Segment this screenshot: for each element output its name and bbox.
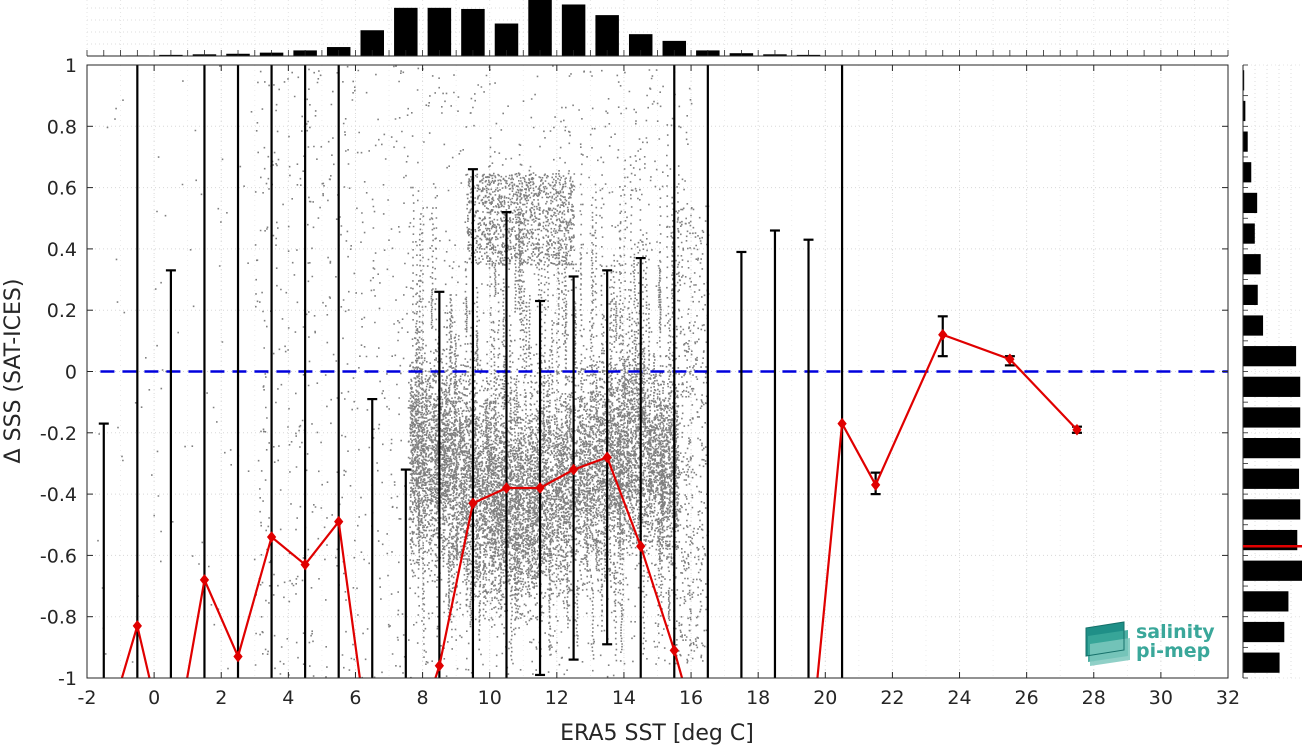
y-tick-label: 0.8 — [47, 116, 77, 138]
x-hist-bar — [662, 40, 687, 56]
y-hist-bar — [1243, 376, 1301, 397]
y-hist-bar — [1243, 315, 1264, 336]
mean-points — [100, 328, 1082, 744]
y-hist-bar — [1243, 254, 1261, 275]
y-hist-bar — [1243, 591, 1289, 612]
mean-point — [837, 417, 847, 430]
y-tick-label: -0.6 — [40, 545, 77, 567]
y-histogram-ticks — [1243, 64, 1248, 679]
y-hist-bar — [1243, 438, 1301, 459]
y-hist-bar — [1243, 162, 1252, 183]
x-tick-label: 8 — [417, 687, 429, 709]
y-tick-label: -1 — [58, 668, 77, 690]
mean-point — [636, 540, 646, 553]
y-hist-bar — [1243, 284, 1258, 305]
x-hist-bar — [360, 30, 384, 56]
x-tick-label: 2 — [215, 687, 227, 709]
x-histogram-ticks — [86, 50, 1229, 56]
mean-point — [300, 558, 310, 571]
x-histogram-bars — [125, 0, 821, 57]
y-hist-bar — [1243, 192, 1258, 214]
x-tick-label: 6 — [349, 687, 361, 709]
mean-point — [568, 463, 579, 476]
x-tick-label: 12 — [545, 687, 569, 709]
x-axis: -2 0 2 4 6 8 10 12 14 16 18 20 22 24 26 28 30 32 — [78, 65, 1240, 709]
mean-point — [669, 644, 679, 657]
x-histogram-grid — [86, 0, 1229, 57]
x-hist-bar — [461, 8, 485, 57]
x-tick-label: 22 — [880, 687, 904, 709]
x-tick-label: 16 — [679, 687, 703, 709]
mean-point — [233, 650, 243, 663]
y-histogram — [1242, 64, 1302, 679]
mean-point — [501, 482, 512, 494]
y-hist-bar — [1243, 100, 1246, 122]
mean-point — [870, 479, 881, 491]
y-tick-label: -0.4 — [40, 484, 77, 506]
y-hist-bar — [1243, 70, 1245, 91]
mean-point — [602, 451, 612, 464]
mean-point — [132, 620, 142, 632]
x-tick-label: 18 — [746, 687, 770, 709]
y-axis: -1 -0.8 -0.6 -0.4 -0.2 0 0.2 0.4 0.6 0.8 1 — [40, 55, 1228, 690]
x-tick-label: 32 — [1216, 687, 1240, 709]
y-histogram-grid — [1243, 64, 1302, 679]
y-hist-bar — [1243, 468, 1300, 489]
mean-point — [1005, 353, 1015, 366]
error-bars — [98, 65, 1082, 678]
logo-line1: salinity — [1136, 621, 1215, 643]
y-tick-label: 0.2 — [47, 300, 77, 322]
y-hist-bar — [1243, 652, 1280, 673]
x-hist-bar — [528, 0, 552, 56]
x-tick-label: 14 — [612, 687, 636, 709]
y-tick-label: 0.6 — [47, 178, 77, 200]
y-tick-label: 0.4 — [47, 239, 77, 261]
y-tick-label: 1 — [65, 55, 77, 77]
y-tick-label: -0.2 — [40, 423, 77, 445]
mean-point — [468, 497, 478, 510]
y-hist-bar — [1243, 407, 1301, 428]
x-tick-label: 20 — [813, 687, 837, 709]
x-histogram — [86, 0, 1229, 57]
x-tick-label: 4 — [282, 687, 294, 709]
x-hist-bar — [628, 34, 653, 56]
mean-point — [266, 531, 277, 543]
y-hist-bar — [1243, 499, 1301, 520]
x-tick-label: 10 — [478, 687, 502, 709]
y-tick-label: -0.8 — [40, 607, 77, 629]
x-tick-label: -2 — [78, 687, 97, 709]
x-tick-label: 0 — [148, 687, 160, 709]
logo-line2: pi-mep — [1136, 640, 1210, 662]
y-tick-label: 0 — [65, 362, 77, 384]
y-hist-bar — [1243, 560, 1302, 581]
salinity-pi-mep-logo: salinity pi-mep — [1085, 621, 1215, 666]
x-tick-label: 30 — [1149, 687, 1173, 709]
x-hist-bar — [394, 7, 418, 56]
x-hist-bar — [595, 15, 619, 57]
mean-point — [434, 659, 445, 672]
x-hist-bar — [494, 23, 519, 56]
y-hist-bar — [1243, 346, 1297, 367]
y-hist-bar — [1243, 223, 1255, 244]
main-plot: -2 0 2 4 6 8 10 12 14 16 18 20 22 24 26 28 30 32 -1-0.8-0… — [1, 55, 1240, 746]
x-tick-label: 26 — [1015, 687, 1039, 709]
mean-point — [535, 482, 545, 494]
mean-point — [1072, 423, 1082, 436]
mean-point — [334, 515, 344, 528]
logo-waves-icon — [1085, 621, 1130, 666]
x-hist-bar — [561, 4, 586, 57]
x-axis-label: ERA5 SST [deg C] — [560, 721, 754, 746]
x-tick-label: 28 — [1082, 687, 1106, 709]
mean-point — [199, 574, 210, 586]
x-tick-label: 24 — [947, 687, 971, 709]
y-hist-bar — [1243, 621, 1285, 643]
mean-point — [938, 328, 948, 341]
y-axis-label: Δ SSS (SAT-ICES) — [1, 279, 26, 464]
y-hist-bar — [1243, 131, 1248, 152]
mean-point — [100, 734, 108, 744]
x-hist-bar — [427, 7, 452, 56]
